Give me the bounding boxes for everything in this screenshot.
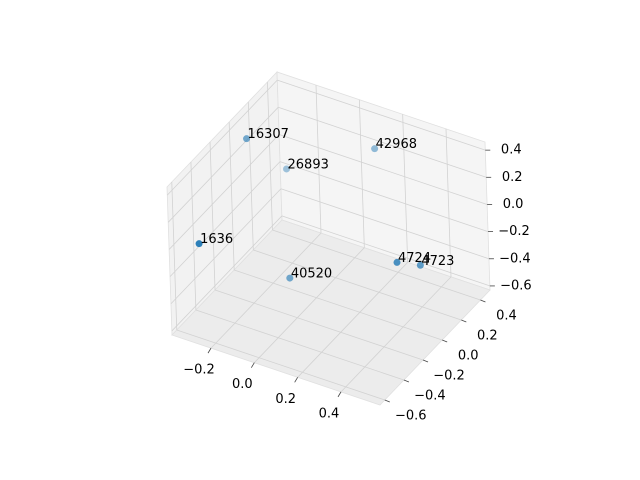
point: [195, 240, 203, 248]
z-tick-label: −0.6: [500, 278, 532, 293]
tick-mark: [207, 347, 212, 354]
grid-line: [297, 262, 408, 378]
grid-line: [190, 161, 197, 311]
y-tick-label: 0.0: [458, 349, 479, 364]
y-tick-label: 0.4: [496, 309, 517, 324]
grid-line: [228, 121, 235, 271]
grid-line: [166, 79, 278, 196]
tick-mark: [461, 319, 467, 323]
grid-line: [279, 161, 489, 232]
point: [371, 145, 379, 153]
x-tick-label: 0.2: [275, 392, 296, 407]
grid-line: [167, 107, 279, 223]
grid-line: [278, 106, 487, 178]
point: [283, 165, 291, 173]
tick-mark: [403, 379, 410, 383]
tick-mark: [337, 391, 342, 398]
grid-line: [281, 215, 490, 287]
grid-line: [253, 249, 462, 321]
grid-line: [176, 329, 385, 401]
point-label: 4723: [421, 254, 454, 269]
tick-mark: [480, 299, 486, 303]
grid-line: [168, 134, 280, 250]
grid-line: [277, 79, 486, 151]
grid-line: [169, 161, 281, 277]
z-tick-label: −0.4: [499, 251, 531, 266]
grid-line: [358, 99, 365, 248]
grid-line: [278, 134, 488, 205]
grid-line: [171, 181, 178, 331]
point-label: 40520: [291, 267, 332, 282]
tick-mark: [250, 362, 255, 368]
grid-line: [247, 101, 254, 251]
point: [416, 261, 424, 269]
y-tick-label: −0.6: [395, 409, 427, 424]
grid-line: [209, 141, 216, 291]
grid-line: [280, 188, 490, 260]
grid-line: [195, 309, 405, 381]
z-tick-label: 0.0: [503, 197, 524, 212]
tick-mark: [422, 359, 429, 363]
floor-pane: [171, 219, 491, 406]
x-tick-label: −0.2: [183, 363, 215, 378]
tick-mark: [294, 377, 299, 383]
grid-line: [254, 247, 365, 363]
y-tick-label: −0.4: [414, 389, 446, 404]
z-tick-label: −0.2: [498, 224, 530, 239]
z-tick-label: 0.2: [502, 170, 523, 185]
grid-line: [210, 232, 322, 349]
point-label: 4724: [398, 251, 431, 266]
point-label: 1636: [200, 232, 233, 247]
grid-line: [170, 188, 282, 305]
grid-line: [340, 276, 452, 393]
point: [286, 274, 294, 282]
x-tick-label: 0.0: [232, 377, 253, 392]
grid-line: [267, 81, 273, 231]
grid-line: [214, 289, 424, 361]
grid-line: [315, 85, 322, 234]
grid-line: [171, 215, 283, 332]
tick-mark: [442, 339, 448, 343]
point: [393, 258, 401, 266]
y-tick-label: −0.2: [433, 369, 465, 384]
tick-mark: [384, 399, 390, 403]
point: [243, 135, 251, 143]
grid-line: [272, 229, 481, 301]
grid-line: [234, 269, 443, 341]
grid-line: [402, 114, 409, 263]
y-tick-label: 0.2: [477, 329, 498, 344]
grid-line: [445, 128, 452, 277]
x-tick-label: 0.4: [319, 406, 340, 421]
point-label: 42968: [376, 137, 417, 152]
point-label: 16307: [248, 127, 289, 142]
point-label: 26893: [288, 157, 329, 172]
z-tick-label: 0.4: [501, 143, 522, 158]
